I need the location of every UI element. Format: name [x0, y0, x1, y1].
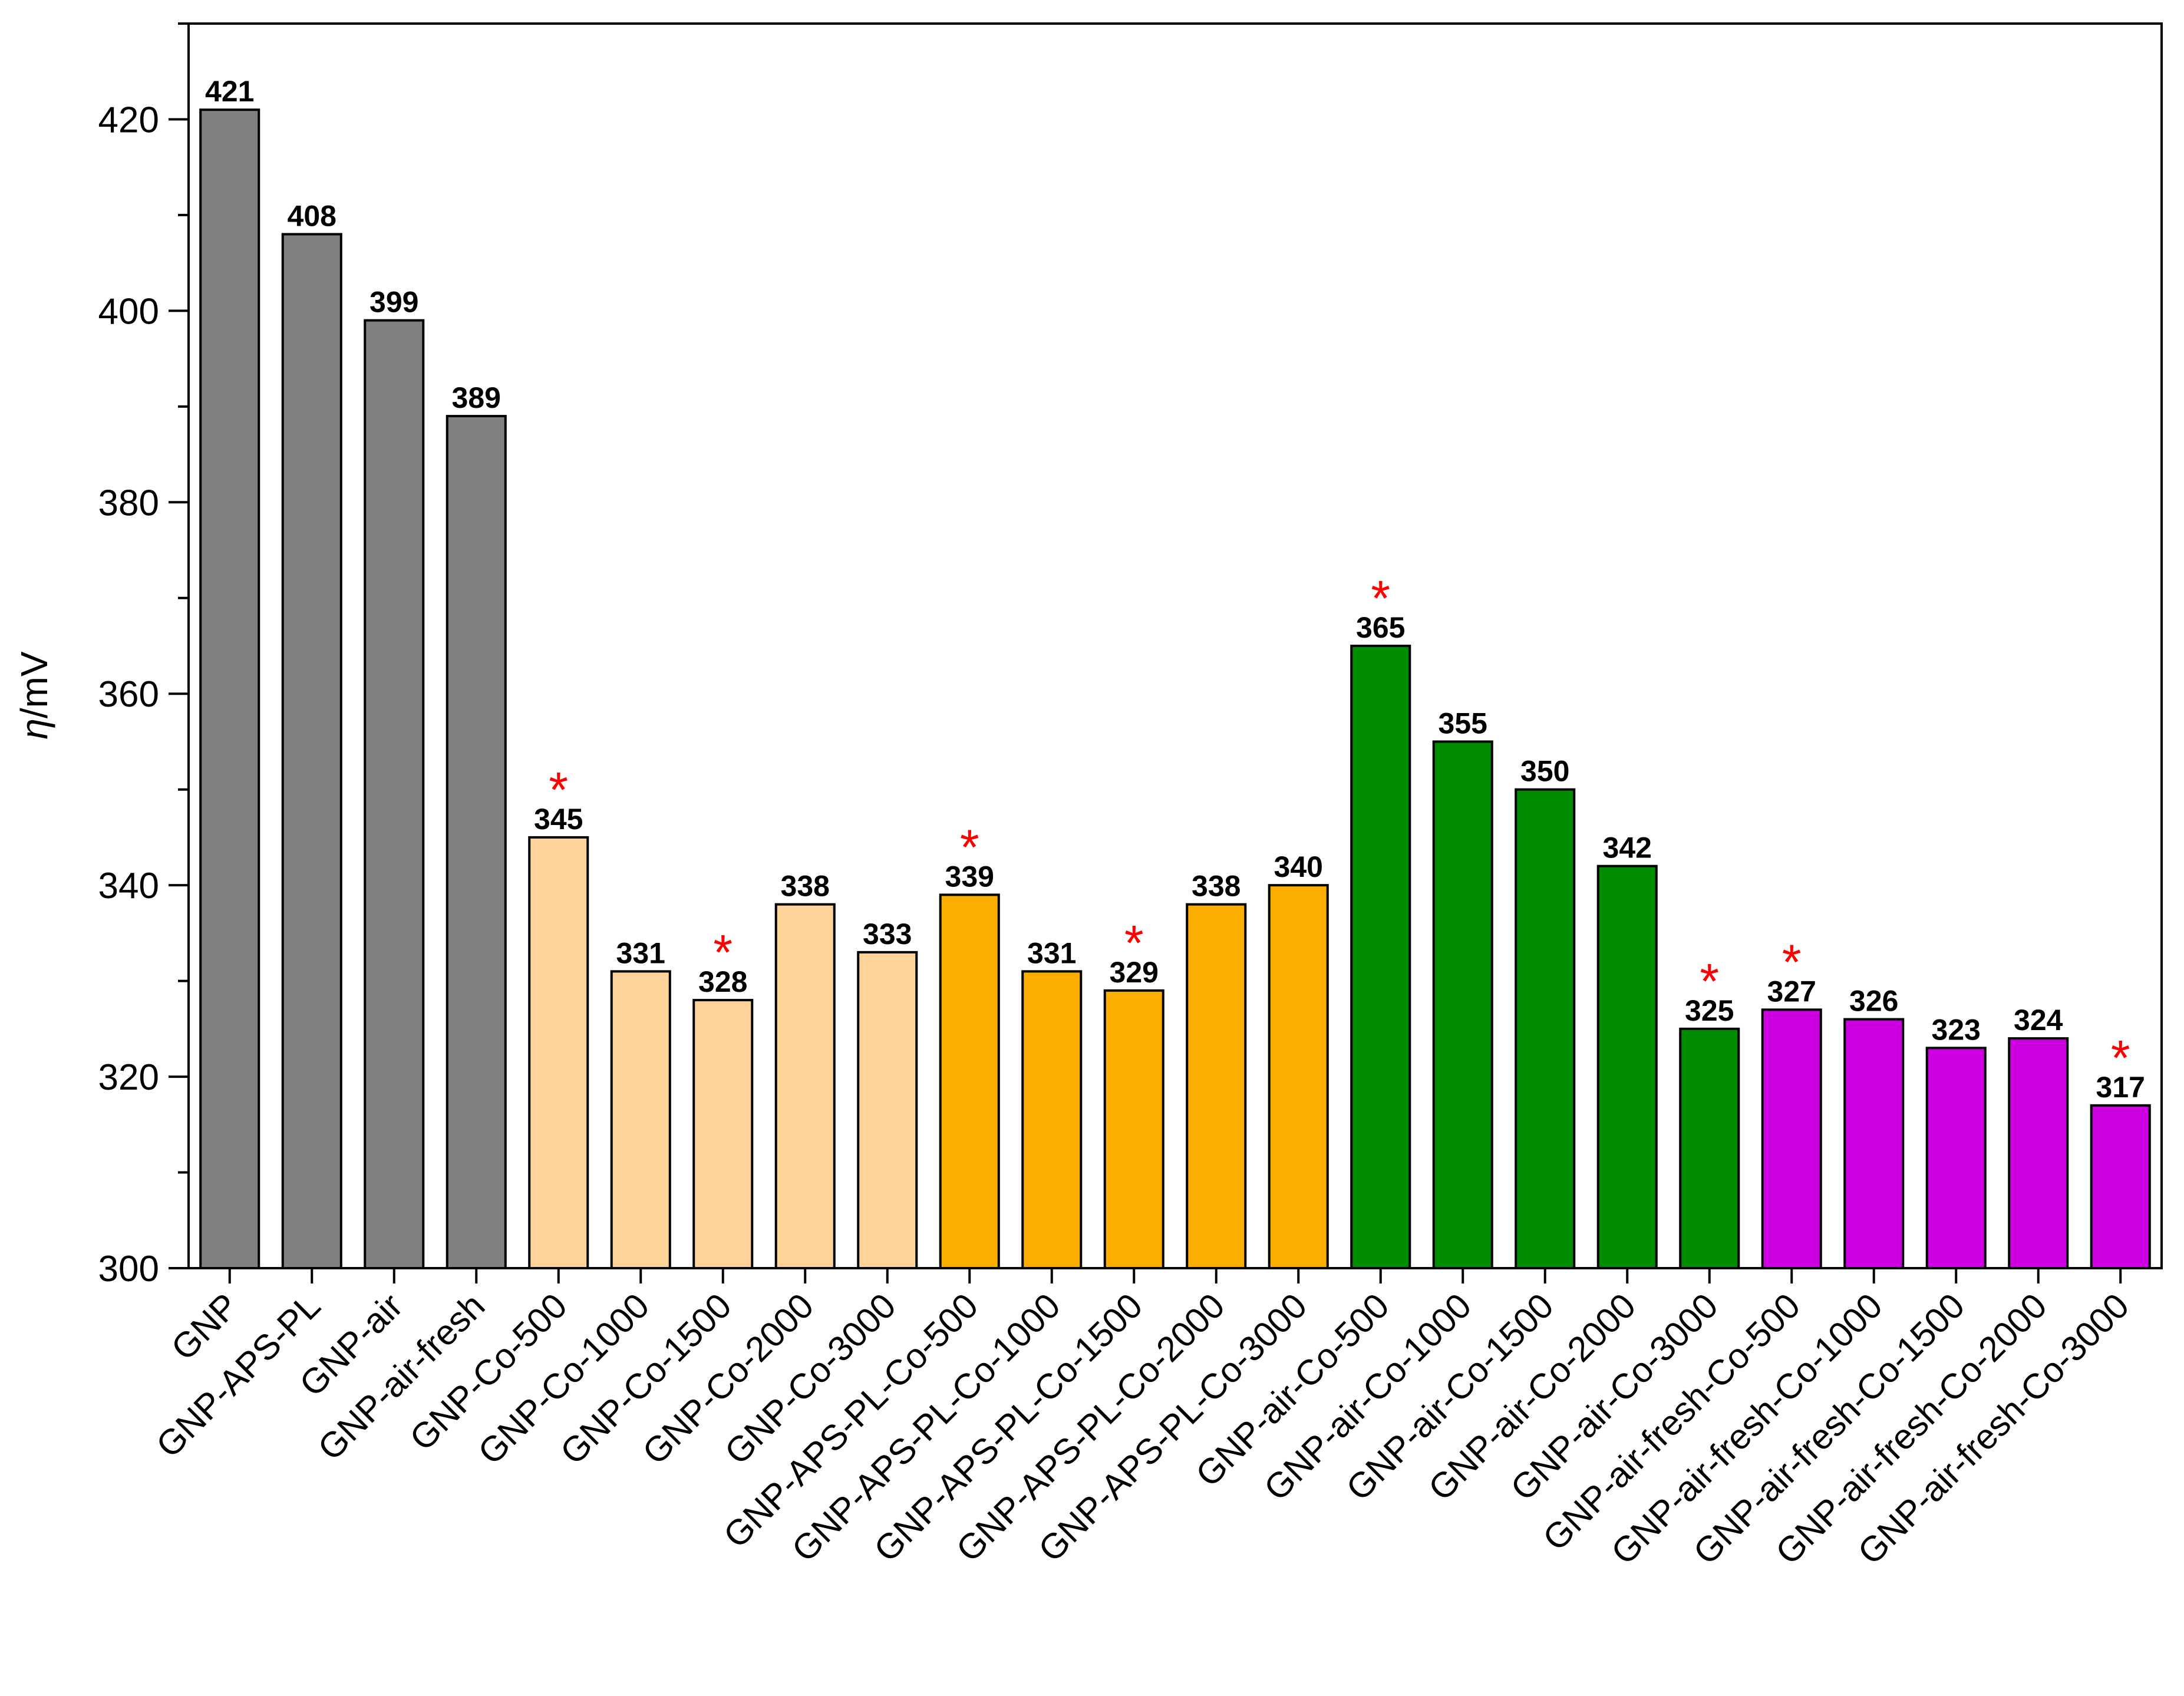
bar-group: 408 [281, 199, 342, 1269]
bar-group: 331 [1021, 936, 1083, 1270]
bar-value-label: 340 [1274, 850, 1323, 883]
bar-value-label: 408 [288, 199, 336, 232]
bar-value-label: 331 [616, 936, 665, 969]
bar-value-label: 317 [2096, 1071, 2145, 1104]
bar [1596, 865, 1658, 1269]
bar [1432, 740, 1493, 1269]
bar-group: 421 [199, 75, 260, 1270]
bar-value-label: 339 [945, 860, 994, 893]
bar [364, 319, 425, 1270]
bar-value-label: 355 [1439, 707, 1487, 740]
bar-value-label: 365 [1356, 611, 1405, 644]
bar-group: 326 [1843, 985, 1905, 1269]
bar-value-label: 342 [1603, 831, 1652, 865]
bar [1268, 884, 1329, 1269]
bar-group: 317* [2090, 1030, 2151, 1270]
significance-star: * [549, 762, 568, 817]
y-tick-label: 400 [98, 291, 159, 332]
y-tick-label: 340 [98, 866, 159, 906]
bar-group: 325* [1679, 953, 1740, 1270]
bar-value-label: 345 [534, 803, 583, 836]
bar-value-label: 338 [1192, 870, 1241, 903]
bar [610, 970, 671, 1270]
y-axis-symbol: η [13, 718, 55, 740]
bar-value-label: 389 [452, 381, 501, 414]
bar-group: 333 [857, 918, 918, 1269]
y-tick-label: 420 [98, 100, 159, 140]
bar-value-label: 399 [370, 286, 418, 319]
bar-value-label: 329 [1110, 956, 1159, 989]
y-tick-label: 360 [98, 674, 159, 715]
bar-group: 331 [610, 936, 671, 1270]
bar [774, 903, 836, 1269]
bar-value-label: 338 [781, 870, 830, 903]
significance-star: * [713, 925, 733, 980]
bar-group: 328* [692, 925, 754, 1269]
y-axis: 300 320 340 360 380 400 420 [98, 22, 189, 1289]
bar-group: 345* [528, 762, 589, 1269]
bar-value-label: 324 [2014, 1004, 2063, 1037]
bar-value-label: 333 [863, 918, 912, 951]
bar [1103, 989, 1164, 1270]
bar [1761, 1008, 1822, 1270]
bar [2008, 1037, 2069, 1269]
bar [528, 836, 589, 1269]
significance-star: * [1371, 570, 1390, 626]
bar-value-label: 328 [698, 965, 747, 998]
bar-group: 338 [774, 870, 836, 1269]
bar-group: 350 [1515, 755, 1576, 1269]
significance-star: * [1124, 915, 1144, 971]
bar-value-label: 331 [1027, 936, 1076, 969]
y-tick-label: 300 [98, 1249, 159, 1289]
bar [1679, 1027, 1740, 1270]
bar-group: 399 [364, 286, 425, 1270]
bar [281, 233, 342, 1269]
bar-group: 342 [1596, 831, 1658, 1269]
bars: 421408399389345*331328*338333339*331329*… [199, 75, 2151, 1270]
bar-group: 329* [1103, 915, 1164, 1270]
significance-star: * [960, 819, 979, 875]
bar-group: 323 [1925, 1013, 1987, 1270]
plot-border [187, 22, 2163, 1269]
bar-value-label: 421 [205, 75, 254, 108]
y-axis-unit: /mV [13, 651, 55, 718]
bar [1843, 1018, 1905, 1269]
significance-star: * [2111, 1030, 2130, 1085]
bar-group: 324 [2008, 1004, 2069, 1269]
bar-group: 340 [1268, 850, 1329, 1269]
bar [857, 951, 918, 1269]
bar [1186, 903, 1247, 1269]
bar [1021, 970, 1083, 1270]
plot-frame [187, 22, 2163, 1269]
bar [692, 999, 754, 1269]
bar [199, 108, 260, 1270]
bar-group: 339* [939, 819, 1000, 1269]
significance-star: * [1782, 934, 1802, 989]
bar [1515, 788, 1576, 1269]
bar [2090, 1104, 2151, 1270]
bar-value-label: 327 [1767, 975, 1816, 1008]
bar [1925, 1047, 1987, 1270]
y-tick-label: 380 [98, 483, 159, 523]
bar [939, 893, 1000, 1269]
bar-value-label: 350 [1520, 755, 1569, 788]
bar-group: 355 [1432, 707, 1493, 1269]
x-axis: GNPGNP-APS-PLGNP-airGNP-air-freshGNP-Co-… [149, 1268, 2136, 1572]
significance-star: * [1700, 953, 1719, 1009]
bar-group: 327* [1761, 934, 1822, 1270]
bar [446, 415, 507, 1269]
bar-value-label: 325 [1685, 994, 1734, 1027]
y-axis-title: η/mV [13, 651, 55, 740]
bar-value-label: 326 [1849, 985, 1898, 1018]
y-tick-label: 320 [98, 1057, 159, 1098]
bar-value-label: 323 [1932, 1013, 1981, 1046]
bar-group: 338 [1186, 870, 1247, 1269]
bar-group: 365* [1350, 570, 1411, 1269]
bar-group: 389 [446, 381, 507, 1269]
bar [1350, 645, 1411, 1269]
